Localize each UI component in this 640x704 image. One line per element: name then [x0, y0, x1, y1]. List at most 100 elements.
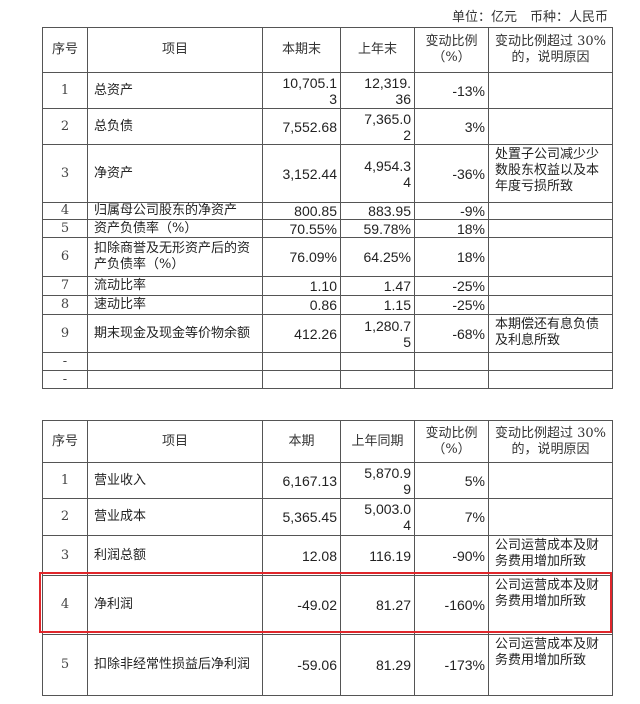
- cell-value: 59.78%: [363, 220, 411, 237]
- cell-value: -90%: [452, 547, 485, 564]
- cell-cur: 5,365.45: [262, 498, 341, 536]
- cell-cur: 412.26: [262, 314, 341, 353]
- column-header: 本期: [262, 420, 341, 463]
- cell-value: 5,003.04: [364, 501, 411, 533]
- cell-value: 7%: [464, 509, 485, 525]
- cell-cur: 800.85: [262, 202, 341, 220]
- cell-cur: 3,152.44: [262, 144, 341, 203]
- table-header-row: 序号 项目 本期 上年同期 变动比例（%） 变动比例超过 30%的，说明原因: [42, 420, 613, 463]
- cell-note: [488, 72, 613, 109]
- cell-note: [488, 276, 613, 296]
- cell-chg: -173%: [414, 634, 489, 696]
- cell-note: 公司运营成本及财务费用增加所致: [488, 575, 613, 635]
- cell-value: 5%: [464, 472, 485, 489]
- cell-chg: -25%: [414, 295, 489, 315]
- cell-cur: -49.02: [262, 575, 341, 635]
- table-row: 1 总资产 10,705.13 12,319.36 -13%: [42, 72, 613, 109]
- cell-no: 6: [42, 237, 88, 277]
- cell-chg: -90%: [414, 535, 489, 576]
- column-header: 上年同期: [340, 420, 415, 463]
- cell-item: 扣除商誉及无形资产后的资产负债率（%）: [87, 237, 263, 277]
- cell-value: -173%: [444, 657, 485, 673]
- cell-item: 速动比率: [87, 295, 263, 315]
- cell-item: 期末现金及现金等价物余额: [87, 314, 263, 353]
- cell-chg: -160%: [414, 575, 489, 635]
- cell-item: 归属母公司股东的净资产: [87, 202, 263, 220]
- table-row: 4 净利润 -49.02 81.27 -160% 公司运营成本及财务费用增加所致: [42, 575, 613, 635]
- cell-prev: 81.27: [340, 575, 415, 635]
- cell-cur: 6,167.13: [262, 462, 341, 499]
- cell-value: -25%: [452, 297, 485, 313]
- cell-cur: [262, 370, 341, 389]
- cell-no: 2: [42, 108, 88, 145]
- cell-cur: 76.09%: [262, 237, 341, 277]
- cell-prev: 4,954.34: [340, 144, 415, 203]
- cell-value: 12.08: [301, 547, 337, 564]
- cell-no: -: [42, 370, 88, 389]
- cell-value: 883.95: [368, 203, 411, 219]
- cell-chg: 18%: [414, 219, 489, 238]
- table-header-row: 序号 项目 本期末 上年末 变动比例（%） 变动比例超过 30%的，说明原因: [42, 27, 613, 73]
- table-row: 6 扣除商誉及无形资产后的资产负债率（%） 76.09% 64.25% 18%: [42, 237, 613, 277]
- cell-no: 4: [42, 575, 88, 635]
- column-header: 变动比例超过 30%的，说明原因: [488, 27, 613, 73]
- cell-value: 7,365.02: [364, 110, 411, 143]
- cell-value: 1.10: [309, 278, 337, 294]
- cell-item: 扣除非经常性损益后净利润: [87, 634, 263, 696]
- cell-value: 3%: [464, 118, 485, 135]
- cell-value: -59.06: [297, 657, 337, 673]
- cell-no: -: [42, 352, 88, 371]
- cell-no: 3: [42, 144, 88, 203]
- cell-value: 7,552.68: [282, 118, 338, 135]
- cell-cur: 12.08: [262, 535, 341, 576]
- table-row: 2 营业成本 5,365.45 5,003.04 7%: [42, 498, 613, 536]
- column-header: 项目: [87, 27, 263, 73]
- cell-chg: [414, 370, 489, 389]
- cell-cur: 1.10: [262, 276, 341, 296]
- cell-cur: 0.86: [262, 295, 341, 315]
- cell-cur: [262, 352, 341, 371]
- unit-label: 单位：亿元 币种：人民币: [451, 10, 608, 25]
- cell-chg: -68%: [414, 314, 489, 353]
- column-header: 项目: [87, 420, 263, 463]
- cell-no: 5: [42, 634, 88, 696]
- cell-value: 5,365.45: [282, 509, 338, 525]
- cell-value: -25%: [452, 278, 485, 294]
- cell-item: 资产负债率（%）: [87, 219, 263, 238]
- table-row: 2 总负债 7,552.68 7,365.02 3%: [42, 108, 613, 145]
- cell-prev: 5,003.04: [340, 498, 415, 536]
- cell-item: 总资产: [87, 72, 263, 109]
- cell-note: [488, 108, 613, 145]
- table-row: 3 利润总额 12.08 116.19 -90% 公司运营成本及财务费用增加所致: [42, 535, 613, 576]
- cell-cur: 10,705.13: [262, 72, 341, 109]
- cell-no: 4: [42, 202, 88, 220]
- table-row: 4 归属母公司股东的净资产 800.85 883.95 -9%: [42, 202, 613, 220]
- cell-note: 本期偿还有息负债及利息所致: [488, 314, 613, 353]
- cell-prev: 1,280.75: [340, 314, 415, 353]
- cell-prev: 12,319.36: [340, 72, 415, 109]
- cell-no: 7: [42, 276, 88, 296]
- cell-cur: -59.06: [262, 634, 341, 696]
- cell-no: 1: [42, 72, 88, 109]
- cell-note: 处置子公司减少少数股东权益以及本年度亏损所致: [488, 144, 613, 203]
- cell-note: [488, 202, 613, 220]
- cell-prev: 5,870.99: [340, 462, 415, 499]
- income-statement-table: 序号 项目 本期 上年同期 变动比例（%） 变动比例超过 30%的，说明原因 1 营业收入 6…: [42, 420, 613, 696]
- cell-no: 9: [42, 314, 88, 353]
- table-row: 3 净资产 3,152.44 4,954.34 -36% 处置子公司减少少数股东权益以及本…: [42, 144, 613, 203]
- cell-prev: [340, 352, 415, 371]
- column-header: 上年末: [340, 27, 415, 73]
- cell-chg: -36%: [414, 144, 489, 203]
- cell-value: 116.19: [369, 547, 411, 564]
- cell-value: 18%: [456, 220, 485, 237]
- cell-item: 总负债: [87, 108, 263, 145]
- cell-value: 6,167.13: [282, 472, 338, 489]
- cell-value: 1.15: [383, 297, 411, 313]
- cell-chg: 5%: [414, 462, 489, 499]
- cell-note: [488, 498, 613, 536]
- table-row: -: [42, 370, 613, 389]
- column-header: 变动比例（%）: [414, 420, 489, 463]
- cell-value: 76.09%: [289, 249, 337, 265]
- cell-note: [488, 370, 613, 389]
- table-row: 8 速动比率 0.86 1.15 -25%: [42, 295, 613, 315]
